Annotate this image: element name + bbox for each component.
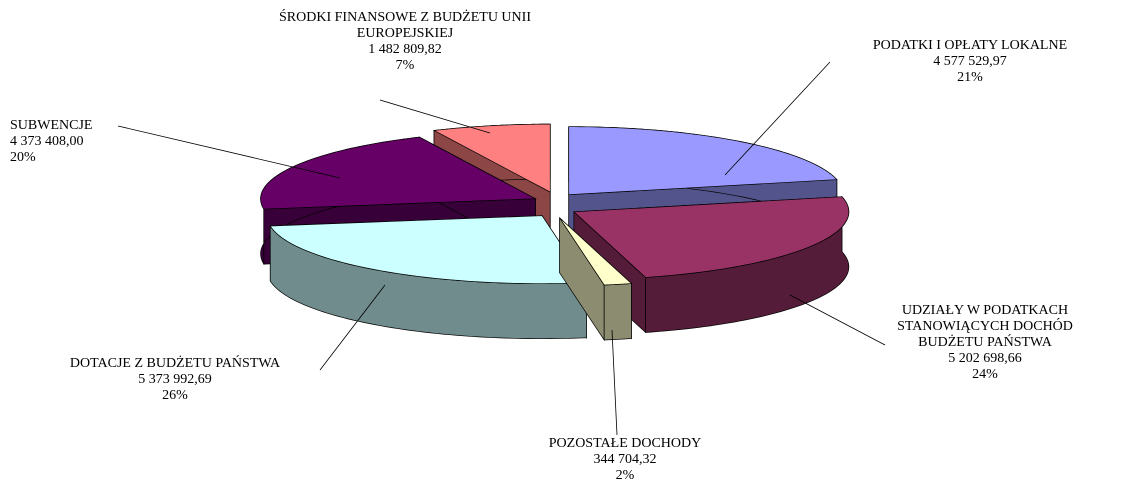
leader-line [611, 329, 618, 436]
label-line: 4 577 529,97 [933, 54, 1007, 69]
slice-label: DOTACJE Z BUDŻETU PAŃSTWA 5 373 992,69 26% [20, 356, 330, 404]
leader-line [724, 61, 831, 176]
slice-label: PODATKI I OPŁATY LOKALNE 4 577 529,97 21% [840, 38, 1100, 86]
label-line: PODATKI I OPŁATY LOKALNE [872, 38, 1068, 53]
label-line: ŚRODKI FINANSOWE Z BUDŻETU UNII EUROPEJS… [279, 10, 531, 41]
label-line: DOTACJE Z BUDŻETU PAŃSTWA [69, 356, 281, 371]
label-line: 1 482 809,82 [368, 42, 442, 57]
label-line: POZOSTAŁE DOCHODY [548, 436, 702, 451]
slice [568, 126, 838, 196]
leader-line [379, 99, 491, 134]
leader-line [117, 125, 341, 179]
slice-label: SUBWENCJE 4 373 408,00 20% [10, 118, 150, 166]
label-line: 7% [395, 58, 415, 73]
label-line: 5 373 992,69 [138, 372, 212, 387]
slice-label: POZOSTAŁE DOCHODY 344 704,32 2% [505, 436, 745, 484]
label-line: SUBWENCJE [10, 118, 93, 133]
label-line: 344 704,32 [593, 452, 657, 467]
slice [573, 196, 850, 278]
label-line: 24% [972, 367, 998, 382]
label-line: 4 373 408,00 [10, 134, 84, 149]
leader-line [789, 294, 886, 346]
slice-label: ŚRODKI FINANSOWE Z BUDŻETU UNII EUROPEJS… [250, 10, 560, 74]
label-line: 2% [615, 468, 635, 483]
label-line: UDZIAŁY W PODATKACH STANOWIĄCYCH DOCHÓD … [897, 303, 1073, 350]
label-line: 21% [957, 70, 983, 85]
slice [559, 217, 633, 286]
slice [432, 123, 551, 193]
slice-side [603, 283, 632, 341]
label-line: 20% [10, 150, 36, 165]
slice-label: UDZIAŁY W PODATKACH STANOWIĄCYCH DOCHÓD … [865, 303, 1105, 383]
label-line: 5 202 698,66 [948, 351, 1022, 366]
slice [269, 215, 588, 285]
leader-line [319, 284, 386, 371]
label-line: 26% [162, 388, 188, 403]
